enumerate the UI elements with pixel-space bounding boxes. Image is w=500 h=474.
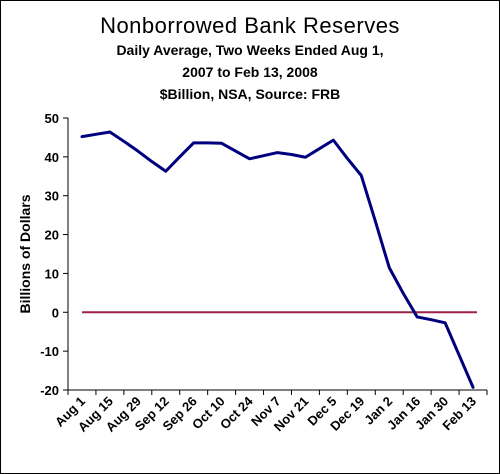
y-tick-label: -10 — [40, 344, 59, 359]
chart-title: Nonborrowed Bank Reserves — [100, 13, 400, 38]
chart-subtitle-line-1: Daily Average, Two Weeks Ended Aug 1, — [116, 42, 384, 58]
y-tick-label: 0 — [52, 305, 59, 320]
x-tick-label: Oct 24 — [217, 393, 256, 432]
y-tick-label: 10 — [45, 266, 59, 281]
chart-subtitle-line-3: $Billion, NSA, Source: FRB — [159, 86, 341, 102]
chart-title-block: Nonborrowed Bank Reserves Daily Average,… — [0, 12, 500, 105]
y-tick-label: 50 — [45, 111, 59, 126]
y-tick-label: -20 — [40, 383, 59, 398]
y-tick-label: 40 — [45, 150, 59, 165]
y-axis-label: Billions of Dollars — [17, 194, 33, 313]
y-tick-label: 30 — [45, 189, 59, 204]
chart-subtitle-line-2: 2007 to Feb 13, 2008 — [182, 64, 318, 80]
series-line — [80, 130, 475, 389]
y-tick-label: 20 — [45, 228, 59, 243]
